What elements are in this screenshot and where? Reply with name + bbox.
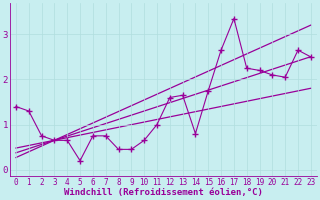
X-axis label: Windchill (Refroidissement éolien,°C): Windchill (Refroidissement éolien,°C) [64, 188, 263, 197]
